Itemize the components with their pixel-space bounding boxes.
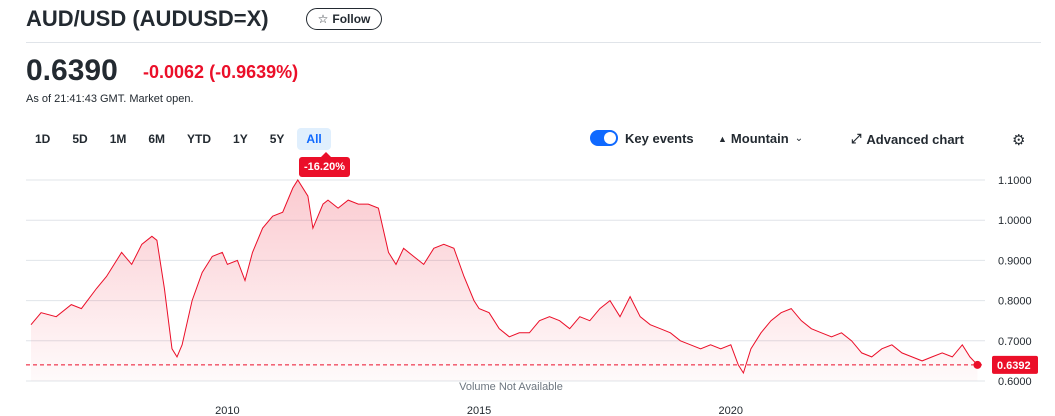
change-value: -0.0062 [143,62,205,82]
key-events-toggle[interactable] [590,130,618,146]
y-tick-label: 0.8000 [998,296,1032,308]
chart-type-label: Mountain [730,131,789,146]
range-5d[interactable]: 5D [72,132,88,146]
page-title: AUD/USD (AUDUSD=X) [26,6,269,31]
range-1y[interactable]: 1Y [233,132,248,146]
star-icon: ☆ [317,12,329,26]
advanced-chart-label: Advanced chart [866,131,964,147]
x-tick-label: 2015 [467,405,491,416]
y-tick-label: 0.7000 [998,336,1032,348]
header-divider [26,42,1041,43]
y-tick-label: 1.0000 [998,215,1032,227]
price-line [30,179,978,375]
range-all[interactable]: All [297,128,331,150]
key-events-label[interactable]: Key events [625,131,694,146]
last-price-box [992,355,1038,374]
price-area [31,180,978,381]
performance-badge: -16.20% [299,152,350,177]
y-tick-label: 1.1000 [998,175,1032,187]
x-tick-label: 2010 [215,405,239,416]
range-6m[interactable]: 6M [148,132,166,146]
last-price-dot [973,360,982,369]
volume-note: Volume Not Available [459,381,563,393]
y-tick-label: 0.9000 [998,255,1032,267]
expand-icon: ⤢ [851,131,862,146]
gear-icon[interactable]: ⚙ [1012,132,1026,149]
current-price: 0.6390 [26,54,118,87]
follow-button[interactable]: ☆ Follow [306,8,382,30]
price-change: -0.0062 (-0.9639%) [143,62,298,83]
change-percent: (-0.9639%) [209,62,299,82]
range-5y[interactable]: 5Y [269,132,285,146]
chart-type-dropdown[interactable]: ▲ Mountain ⌄ [718,131,803,146]
last-price-label: 0.6392 [997,360,1031,372]
chevron-down-icon: ⌄ [794,133,804,144]
toggle-knob [604,132,616,144]
follow-label: Follow [332,12,371,26]
range-1d[interactable]: 1D [35,132,51,146]
mountain-icon: ▲ [718,133,727,144]
quote-timestamp: As of 21:41:43 GMT. Market open. [26,93,194,105]
x-tick-label: 2020 [719,405,743,416]
y-tick-label: 0.6000 [998,376,1032,388]
range-1m[interactable]: 1M [109,132,127,146]
advanced-chart-button[interactable]: ⤢ Advanced chart [851,131,964,147]
range-selector: 1D 5D 1M 6M YTD 1Y 5Y All [26,128,335,150]
range-ytd[interactable]: YTD [187,132,212,146]
